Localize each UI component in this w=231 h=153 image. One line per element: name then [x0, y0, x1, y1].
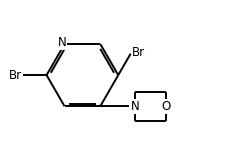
Text: Br: Br: [9, 69, 22, 82]
Text: O: O: [162, 100, 171, 113]
Text: N: N: [58, 36, 67, 49]
Text: N: N: [131, 100, 139, 113]
Text: Br: Br: [132, 46, 145, 59]
